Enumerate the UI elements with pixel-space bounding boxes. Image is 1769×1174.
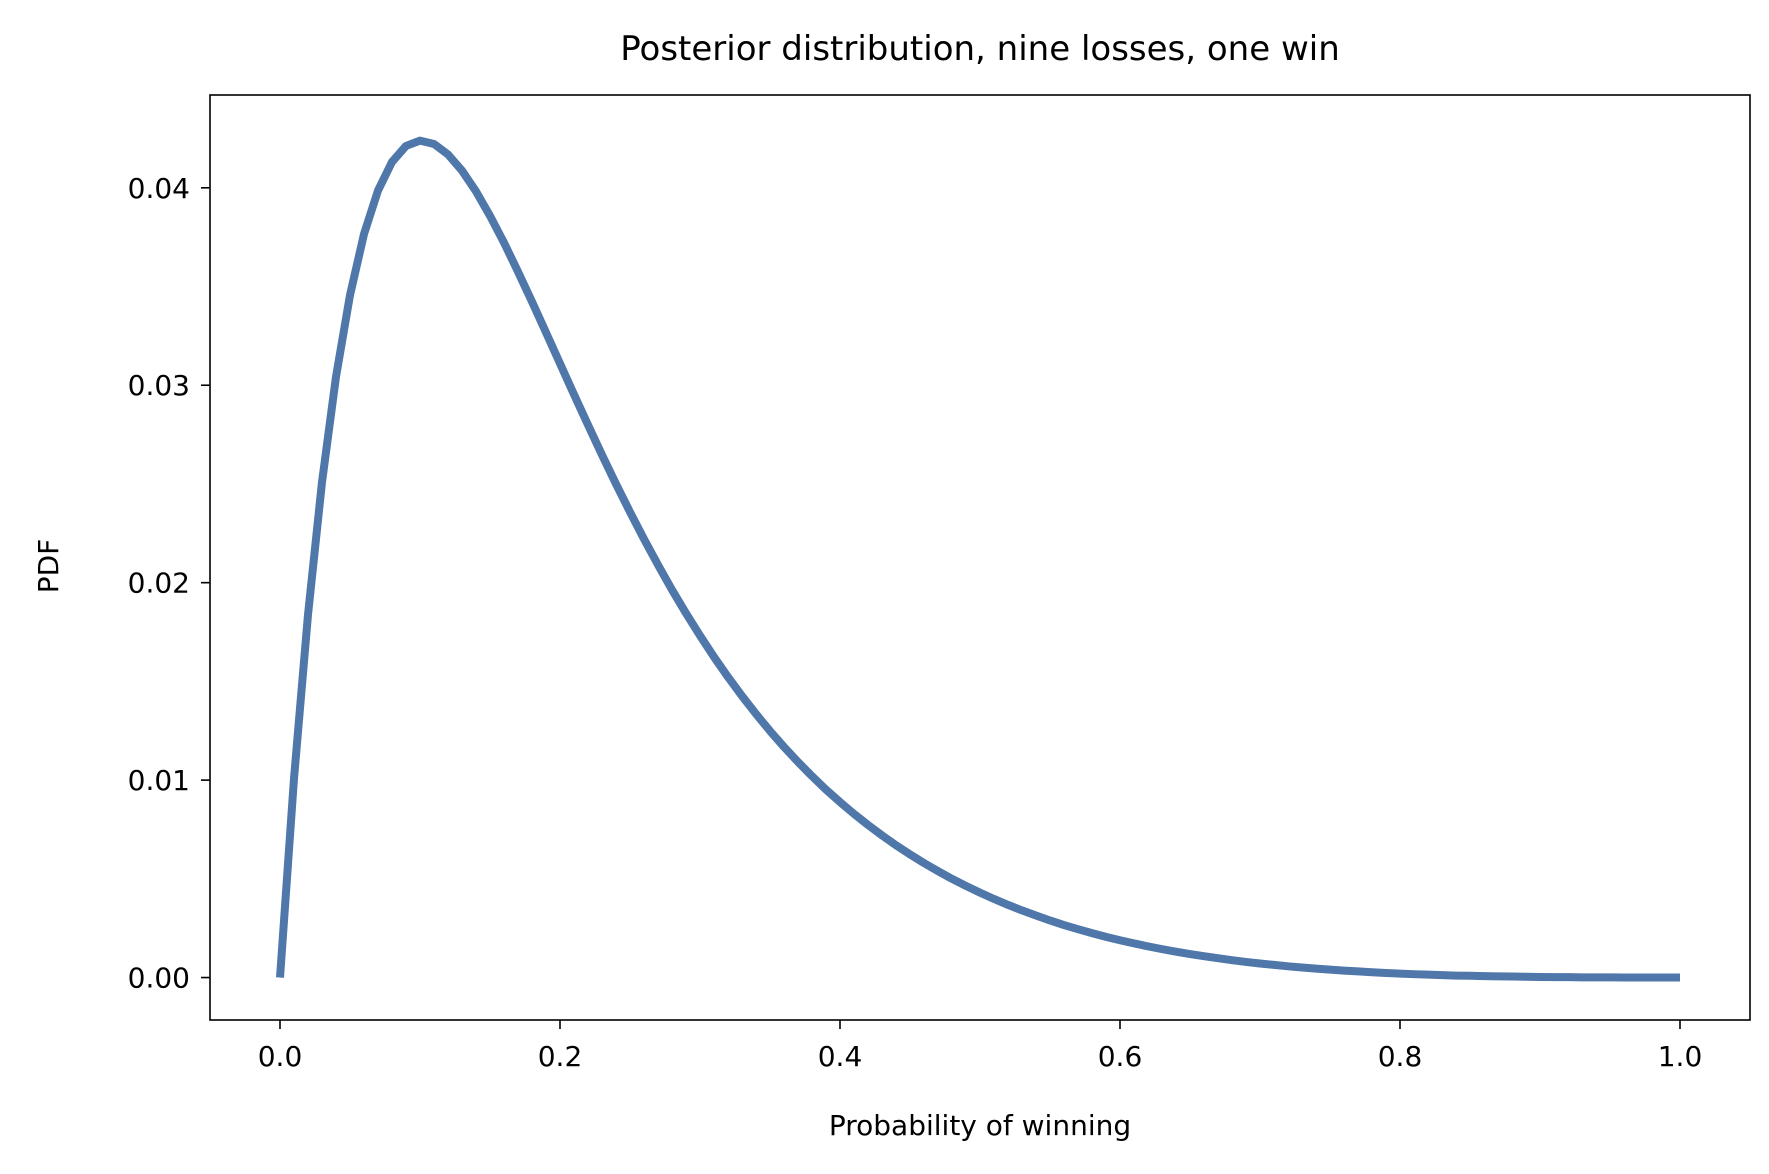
x-tick-label: 1.0 <box>1658 1040 1703 1073</box>
y-tick-label: 0.04 <box>128 172 190 205</box>
axes-frame <box>209 94 1751 1021</box>
x-tick-label: 0.0 <box>258 1040 303 1073</box>
x-tick-label: 0.2 <box>538 1040 583 1073</box>
series-line-0 <box>276 136 1680 982</box>
y-tick-label: 0.01 <box>128 764 190 797</box>
y-tick-label: 0.02 <box>128 567 190 600</box>
x-axis-label: Probability of winning <box>829 1109 1131 1142</box>
y-tick-label: 0.03 <box>128 369 190 402</box>
y-axis-label: PDF <box>32 539 65 594</box>
chart-title: Posterior distribution, nine losses, one… <box>620 29 1340 69</box>
x-tick-label: 0.6 <box>1098 1040 1143 1073</box>
x-tick-label: 0.8 <box>1378 1040 1423 1073</box>
x-axis-ticks: 0.0 0.2 0.4 0.6 0.8 1.0 <box>258 1020 1703 1073</box>
x-tick-label: 0.4 <box>818 1040 863 1073</box>
y-tick-label: 0.00 <box>128 962 190 995</box>
plot-area <box>276 136 1680 982</box>
y-axis-ticks: 0.00 0.01 0.02 0.03 0.04 <box>128 172 210 995</box>
